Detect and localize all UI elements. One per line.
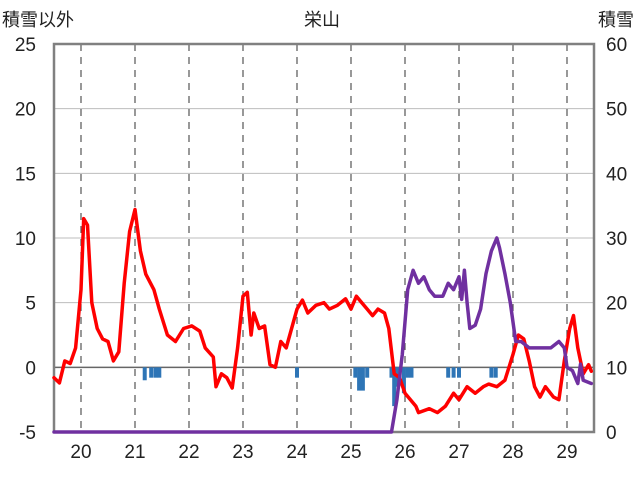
x-tick-label: 22	[178, 442, 199, 463]
x-tick-label: 26	[394, 442, 415, 463]
left-tick-label: -5	[19, 423, 36, 444]
bar	[153, 367, 158, 378]
left-tick-label: 25	[15, 35, 36, 56]
right-tick-label: 20	[606, 294, 627, 315]
bar	[295, 367, 299, 378]
right-tick-label: 0	[606, 423, 617, 444]
bar	[389, 367, 394, 378]
left-tick-label: 5	[25, 294, 36, 315]
x-tick-label: 21	[124, 442, 145, 463]
bar	[405, 367, 410, 378]
bar	[401, 367, 406, 394]
right-tick-label: 60	[606, 35, 627, 56]
chart-title: 栄山	[304, 10, 340, 31]
bar	[142, 367, 147, 381]
x-tick-label: 23	[232, 442, 253, 463]
bar	[451, 367, 456, 378]
x-tick-label: 29	[556, 442, 577, 463]
bar	[357, 367, 362, 391]
left-tick-label: 15	[15, 164, 36, 185]
bar	[489, 367, 494, 378]
snow-depth-line	[52, 236, 594, 434]
x-tick-label: 25	[340, 442, 361, 463]
right-tick-label: 50	[606, 100, 627, 121]
bar	[409, 367, 414, 378]
x-tick-label: 28	[502, 442, 523, 463]
left-tick-label: 10	[15, 229, 36, 250]
bar	[353, 367, 358, 378]
bar	[446, 367, 451, 378]
bar	[360, 367, 365, 391]
left-axis-label: 積雪以外	[2, 10, 74, 31]
right-tick-label: 40	[606, 164, 627, 185]
right-tick-label: 30	[606, 229, 627, 250]
bar	[365, 367, 370, 378]
temperature-line	[52, 207, 594, 415]
x-tick-label: 27	[448, 442, 469, 463]
x-tick-label: 24	[286, 442, 308, 463]
left-tick-label: 20	[15, 100, 36, 121]
bar	[457, 367, 461, 378]
left-tick-label: 0	[25, 358, 36, 379]
bar	[493, 367, 498, 378]
bar	[149, 367, 154, 378]
right-axis-label: 積雪	[598, 10, 634, 31]
right-tick-label: 10	[606, 358, 627, 379]
bar	[392, 367, 397, 407]
x-tick-label: 20	[70, 442, 91, 463]
bar	[157, 367, 162, 378]
